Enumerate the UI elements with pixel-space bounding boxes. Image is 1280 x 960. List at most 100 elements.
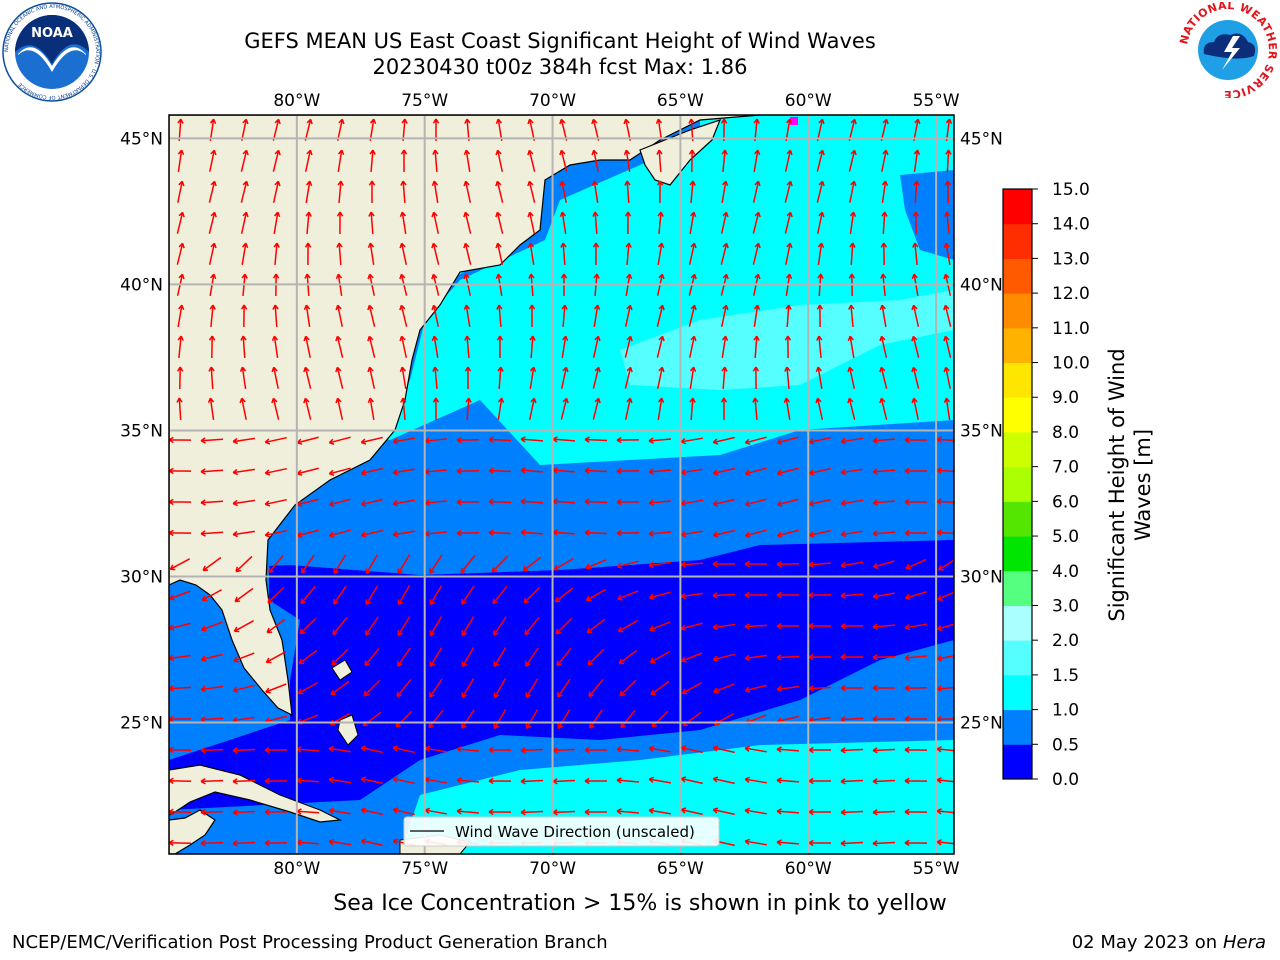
wave-arrow-213 <box>592 366 601 389</box>
wave-arrow-310 <box>488 498 512 505</box>
wave-arrow-176 <box>208 335 216 359</box>
wave-arrow-559 <box>456 808 480 815</box>
wave-arrow-334 <box>456 529 480 537</box>
x-tick-bottom-0: 80°W <box>273 859 320 879</box>
wave-arrow-158 <box>431 304 440 327</box>
wave-arrow-178 <box>271 335 279 358</box>
wave-arrow-72 <box>881 180 889 203</box>
wave-arrow-326 <box>200 530 224 537</box>
wave-arrow-337 <box>552 529 576 536</box>
wave-arrow-278 <box>264 467 287 476</box>
wave-arrow-437 <box>556 647 572 667</box>
wave-arrow-438 <box>587 648 605 666</box>
wave-arrow-549 <box>936 777 954 784</box>
wave-arrow-332 <box>392 530 415 538</box>
wave-arrow-375 <box>169 590 191 601</box>
wave-arrow-220 <box>815 366 823 389</box>
wave-arrow-487 <box>557 709 571 730</box>
wave-arrow-52 <box>240 180 249 203</box>
wave-arrow-324 <box>936 498 954 505</box>
wave-arrow-394 <box>776 591 800 599</box>
colorbar-label-line2: Waves [m] <box>1131 429 1155 541</box>
wave-arrow-230 <box>335 397 344 420</box>
wave-arrow-15 <box>655 118 663 141</box>
colorbar-tick-14: 12.0 <box>1052 284 1090 304</box>
wind-wave-arrows <box>169 118 954 847</box>
north-america-land <box>169 115 761 717</box>
wave-arrow-226 <box>207 397 215 420</box>
wave-arrow-382 <box>397 585 411 606</box>
wave-arrow-297 <box>872 468 896 475</box>
wave-arrow-389 <box>617 590 639 601</box>
wave-arrow-318 <box>744 498 767 507</box>
wave-arrow-216 <box>689 366 697 389</box>
wave-arrow-269 <box>776 436 799 445</box>
colorbar-segment-6 <box>1003 536 1032 572</box>
wave-arrow-120 <box>817 242 825 265</box>
wave-arrow-496 <box>840 716 864 723</box>
wave-arrow-19 <box>785 118 793 141</box>
wave-arrow-124 <box>943 242 951 265</box>
wave-arrow-252 <box>232 437 255 445</box>
wave-arrow-35 <box>495 149 504 172</box>
wave-arrow-379 <box>300 586 316 605</box>
wave-arrow-189 <box>624 335 633 358</box>
wave-arrow-526 <box>200 778 224 785</box>
wave-arrow-527 <box>232 778 256 785</box>
wave-arrow-599 <box>936 839 954 846</box>
wave-arrow-41 <box>688 149 696 173</box>
wave-arrow-448 <box>904 654 928 661</box>
colorbar-tick-11: 9.0 <box>1052 388 1079 408</box>
wave-arrow-358 <box>429 554 443 574</box>
wave-arrow-211 <box>529 366 537 389</box>
x-tick-bottom-2: 70°W <box>529 859 576 879</box>
wave-arrow-190 <box>656 335 665 358</box>
wave-arrow-166 <box>688 304 697 327</box>
wave-arrow-304 <box>296 498 319 507</box>
wave-arrow-249 <box>943 397 951 420</box>
colorbar-tick-2: 1.0 <box>1052 701 1079 721</box>
wave-arrow-355 <box>333 554 347 575</box>
noaa-logo: NATIONAL OCEANIC AND ATMOSPHERIC ADMINIS… <box>2 2 102 102</box>
wave-arrow-38 <box>591 149 599 172</box>
wave-arrow-519 <box>776 746 800 753</box>
wave-arrow-569 <box>776 808 800 815</box>
wave-arrow-231 <box>367 397 375 420</box>
wave-arrow-536 <box>520 778 544 785</box>
band-0.5-1.0-northeast <box>900 170 954 260</box>
wave-arrow-75 <box>176 211 185 234</box>
wave-arrow-531 <box>360 776 383 785</box>
wave-arrow-441 <box>681 652 703 663</box>
wave-arrow-320 <box>808 498 831 507</box>
wave-arrow-221 <box>847 366 856 389</box>
wave-arrow-374 <box>937 559 954 571</box>
wave-arrow-309 <box>456 498 480 506</box>
wave-arrow-485 <box>493 709 507 730</box>
wave-arrow-98 <box>912 211 920 235</box>
wave-arrow-461 <box>525 678 539 699</box>
wave-arrow-59 <box>463 180 472 203</box>
wave-arrow-112 <box>560 242 567 266</box>
wave-arrow-305 <box>328 498 351 507</box>
wave-arrow-508 <box>424 745 447 753</box>
nws-logo: NATIONAL WEATHER SERVICE <box>1178 2 1278 98</box>
wave-arrow-232 <box>400 397 407 421</box>
wave-arrow-258 <box>424 437 448 444</box>
wave-arrow-469 <box>776 685 799 693</box>
wave-arrow-546 <box>840 778 864 785</box>
wave-arrow-281 <box>360 467 383 476</box>
wave-arrow-506 <box>360 745 383 754</box>
wave-arrow-407 <box>397 616 411 637</box>
wave-arrow-48 <box>913 149 921 172</box>
wave-arrow-571 <box>840 809 864 816</box>
colorbar-segment-3 <box>1003 640 1032 676</box>
wave-arrow-502 <box>232 747 256 754</box>
wave-arrow-367 <box>712 560 736 568</box>
wave-arrow-397 <box>872 592 895 600</box>
wave-arrow-51 <box>208 180 217 203</box>
wave-arrow-14 <box>623 118 631 141</box>
wave-arrow-561 <box>520 809 544 816</box>
wave-arrow-274 <box>936 436 954 443</box>
wave-arrow-173 <box>911 304 920 327</box>
wave-arrow-294 <box>776 467 799 476</box>
